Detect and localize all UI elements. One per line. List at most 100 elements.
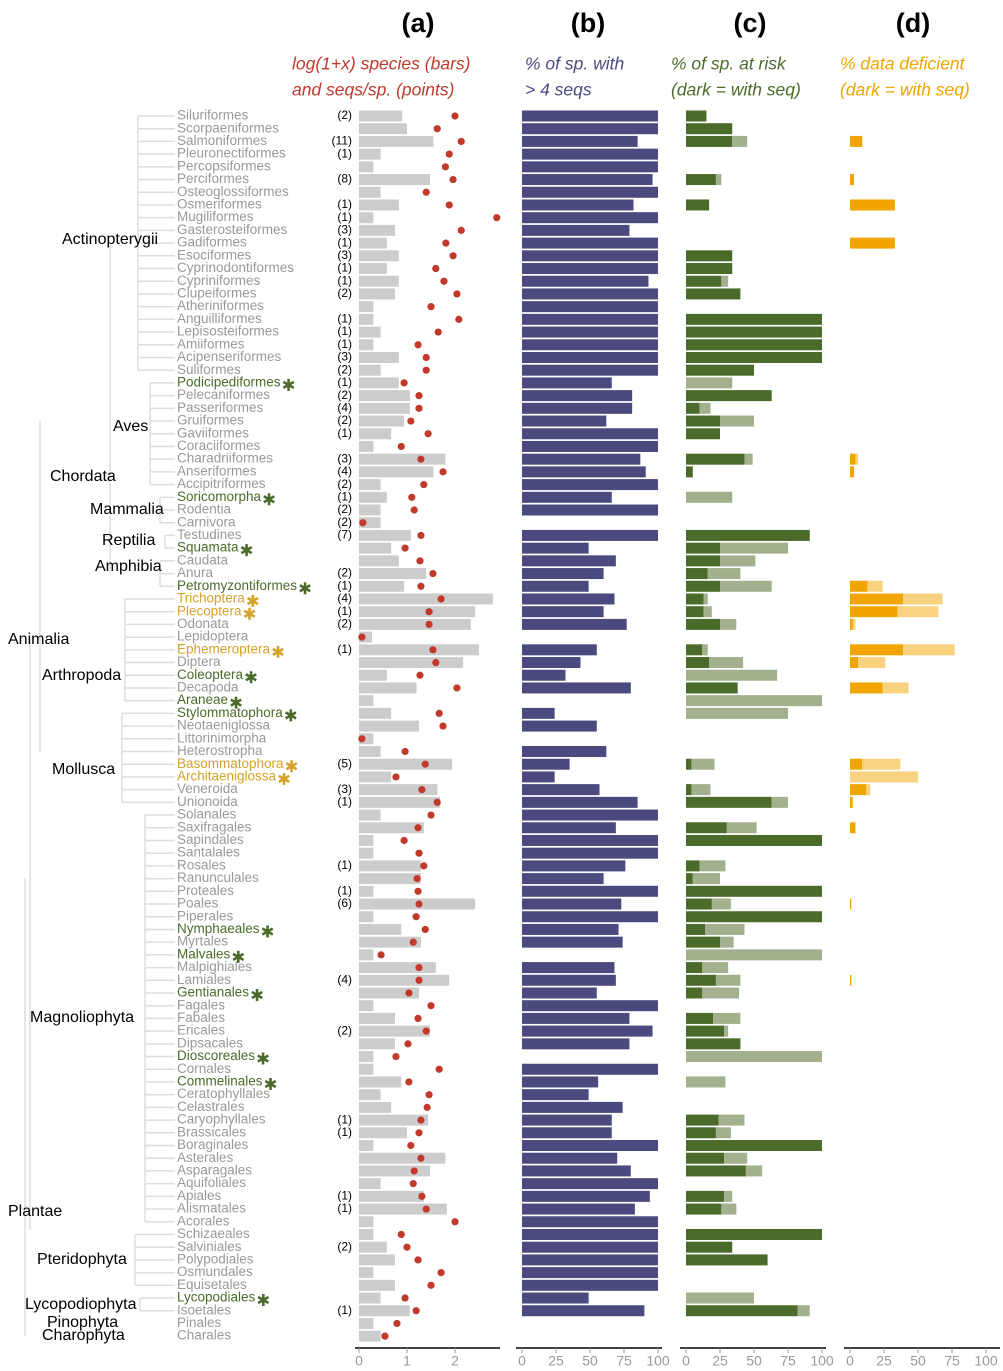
star (263, 493, 275, 506)
point (358, 735, 366, 743)
bar (359, 313, 374, 325)
point (414, 1014, 422, 1023)
bar-segment (903, 593, 943, 605)
bar (522, 326, 658, 338)
bar (522, 351, 658, 363)
bar-segment (686, 415, 720, 427)
bar (359, 618, 471, 630)
star-stroke (261, 927, 274, 936)
row-label: Nymphaeales (177, 921, 260, 936)
bar (359, 834, 374, 846)
count-label: (1) (337, 324, 352, 338)
point (418, 1192, 426, 1200)
x-tick-label: 1 (403, 1353, 411, 1369)
clade-label: Mammalia (90, 501, 164, 518)
point (392, 773, 400, 781)
row-label: Basommatophora (177, 756, 284, 771)
clade-label: Plantae (8, 1203, 62, 1220)
bar (522, 263, 658, 275)
count-label: (1) (337, 210, 352, 224)
star-stroke (246, 596, 259, 606)
bar (522, 1012, 630, 1024)
row-label: Mugiliformes (177, 209, 254, 224)
bar (359, 1114, 429, 1126)
point (435, 709, 443, 717)
bar-segment (707, 568, 741, 580)
row-label: Proteales (177, 883, 234, 898)
panel-title: (a) (402, 8, 435, 38)
point (427, 1281, 435, 1289)
bar (359, 1279, 395, 1291)
x-tick-label: 0 (518, 1353, 526, 1369)
bar (359, 1127, 407, 1139)
bar (522, 288, 658, 300)
row-label: Anseriformes (177, 463, 257, 478)
bar-segment (705, 923, 745, 935)
bar-segment (686, 923, 706, 935)
point (415, 849, 423, 857)
bar (522, 720, 597, 732)
point (417, 1116, 425, 1124)
x-tick-label: 25 (548, 1353, 564, 1369)
point (451, 112, 459, 120)
row-label: Pelecaniformes (177, 387, 270, 402)
bar-segment (771, 796, 788, 808)
bar-segment (850, 593, 904, 605)
point (414, 341, 422, 349)
bar (522, 313, 658, 325)
bar (359, 771, 392, 783)
bar-segment (866, 784, 871, 796)
row-label: Equisetales (177, 1277, 247, 1292)
star-stroke (299, 584, 311, 593)
bar (522, 1101, 623, 1113)
row-label: Saxifragales (177, 819, 252, 834)
bar-segment (850, 135, 863, 147)
row-label: Gaviiformes (177, 425, 249, 440)
point (422, 366, 430, 374)
bar (522, 669, 566, 681)
row-label: Dioscoreales (177, 1048, 255, 1063)
bar-segment (686, 1292, 754, 1304)
count-label: (3) (337, 350, 352, 364)
bar (522, 987, 597, 999)
bar (359, 301, 374, 313)
count-label: (2) (337, 617, 352, 631)
row-label: Osteoglossiformes (177, 184, 289, 199)
bar (522, 301, 658, 313)
bar (522, 873, 604, 885)
bar-segment (686, 1025, 725, 1037)
star (299, 582, 311, 595)
bar-segment (850, 466, 855, 478)
point (441, 163, 449, 171)
panel-subtitle: (dark = with seq) (671, 80, 801, 100)
bar (359, 186, 381, 198)
bar (522, 606, 604, 618)
bar (359, 377, 399, 389)
point (418, 786, 426, 794)
bar-segment (850, 618, 853, 630)
bar (522, 110, 658, 122)
bar-segment (686, 402, 700, 414)
row-label: Lepidoptera (177, 629, 249, 644)
bar-segment (850, 898, 852, 910)
bar (359, 1254, 395, 1266)
bar (522, 771, 555, 783)
bar-segment (686, 1140, 822, 1152)
bar (522, 237, 658, 249)
bar-segment (686, 313, 822, 325)
bar-segment (686, 174, 716, 186)
count-label: (3) (337, 223, 352, 237)
point (457, 226, 465, 234)
count-label: (4) (337, 591, 352, 605)
row-label: Plecoptera (177, 603, 242, 618)
bar (522, 1267, 658, 1279)
point (433, 798, 441, 806)
bar (522, 974, 616, 986)
bar-segment (686, 695, 822, 707)
bar (359, 529, 411, 541)
bar-segment (744, 453, 753, 465)
bar (359, 593, 493, 605)
point (377, 951, 385, 959)
bar-segment (686, 529, 810, 541)
